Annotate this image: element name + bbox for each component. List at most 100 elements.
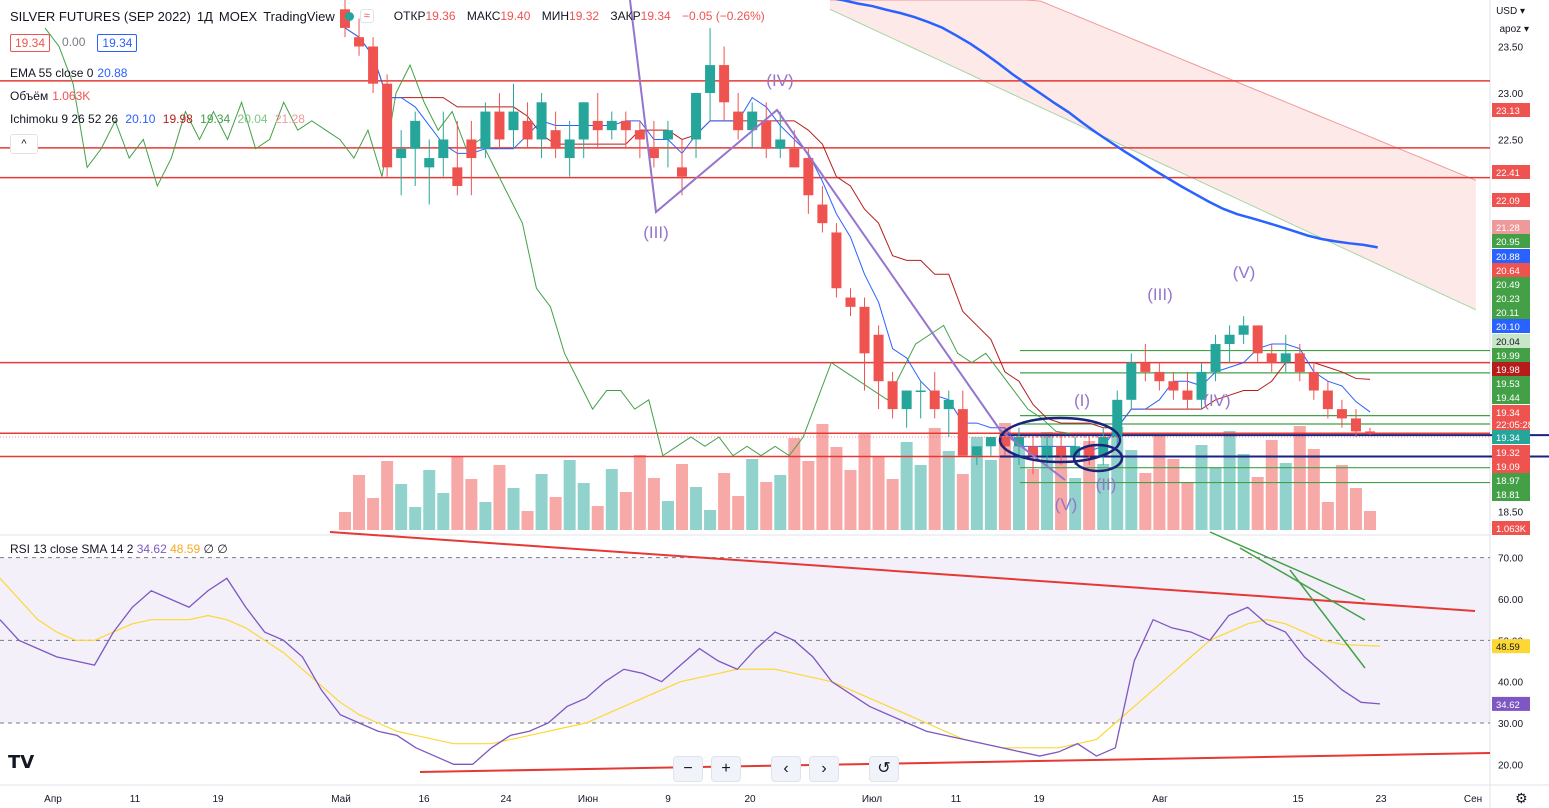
candle-body	[1210, 344, 1221, 372]
rsi-legend[interactable]: RSI 13 close SMA 14 2 34.62 48.59 ∅ ∅	[10, 542, 228, 556]
candle-body	[1042, 446, 1053, 456]
candle	[1126, 353, 1137, 410]
candle-body	[438, 139, 449, 159]
bid-price-button[interactable]: 19.34	[10, 34, 51, 52]
candle	[354, 18, 365, 56]
chikou-line	[44, 27, 1071, 457]
source-label: TradingView	[263, 8, 335, 24]
candle	[1252, 325, 1263, 363]
candle	[1140, 344, 1151, 382]
volume-bar	[451, 456, 464, 530]
compare-icon[interactable]: ≈	[359, 9, 374, 23]
gear-icon[interactable]: ⚙	[1515, 790, 1528, 806]
wave-label: (V)	[1233, 263, 1256, 282]
candle-body	[1252, 325, 1263, 354]
candle	[1210, 334, 1221, 382]
candle	[957, 390, 968, 456]
axis-price-label: 22.09	[1492, 193, 1530, 207]
axis-label-text: 20.88	[1496, 252, 1520, 263]
axis-label-text: 20.04	[1496, 337, 1520, 348]
candle-body	[1028, 446, 1039, 456]
candle-body	[452, 167, 463, 186]
price-tick-label: 22.50	[1498, 135, 1523, 146]
axis-label-bg	[1492, 319, 1530, 333]
cloud-fill	[830, 0, 1476, 310]
candle	[480, 102, 491, 159]
zoom-out-button[interactable]: −	[673, 756, 703, 782]
collapse-legend-button[interactable]: ^	[10, 134, 38, 154]
wave-label: (IV)	[1203, 391, 1230, 410]
candle-body	[368, 46, 379, 84]
volume-legend[interactable]: Объём 1.063K	[10, 89, 91, 103]
axis-label-text: 21.28	[1496, 223, 1520, 234]
candle	[1168, 371, 1179, 400]
rsi-trendline-upper	[329, 531, 1476, 612]
axis-label-text: 19.32	[1496, 448, 1520, 459]
zoom-in-button[interactable]: +	[711, 756, 741, 782]
candle-body	[705, 65, 716, 93]
volume-bar	[970, 437, 983, 530]
candle-body	[1322, 390, 1333, 410]
ichimoku-legend[interactable]: Ichimoku 9 26 52 26 20.10 19.98 19.34 20…	[10, 112, 305, 126]
candle-body	[719, 65, 730, 103]
volume-bar	[647, 478, 660, 530]
volume-bar	[1209, 468, 1222, 530]
axis-label-bg	[1492, 193, 1530, 207]
order-price-boxes: 19.34 0.00 19.34	[10, 34, 138, 52]
axis-label-text: 20.49	[1496, 280, 1520, 291]
time-tick-label: Апр	[44, 794, 62, 805]
candle-body	[1168, 381, 1179, 391]
volume-bar	[942, 451, 955, 530]
volume-bar	[409, 507, 422, 530]
candle	[1013, 427, 1024, 465]
candle	[859, 297, 870, 391]
axis-label-text: 20.10	[1496, 322, 1520, 333]
price-tick-label: 23.00	[1498, 89, 1523, 100]
volume-bar	[788, 438, 801, 530]
scroll-left-button[interactable]: ‹	[771, 756, 801, 782]
volume-bar	[423, 470, 436, 530]
ema-legend[interactable]: EMA 55 close 0 20.88	[10, 66, 128, 80]
candle	[452, 120, 463, 196]
axis-label-bg	[1492, 263, 1530, 277]
volume-bar	[507, 488, 520, 530]
time-tick-label: Июн	[578, 794, 598, 805]
candle	[915, 381, 926, 419]
rsi-fan-line	[1239, 547, 1366, 621]
scroll-right-button[interactable]: ›	[809, 756, 839, 782]
candle	[578, 102, 589, 159]
volume-bar	[479, 502, 492, 530]
candle	[522, 102, 533, 149]
candle	[775, 111, 786, 159]
volume-bar	[928, 428, 941, 530]
candle	[592, 92, 603, 149]
candle-body	[662, 130, 673, 140]
candle	[466, 120, 477, 196]
ema-55-line	[834, 0, 1378, 249]
candle	[634, 120, 645, 159]
volume-bar	[1307, 449, 1320, 530]
candle-body	[410, 120, 421, 149]
candle	[845, 288, 856, 317]
reset-chart-button[interactable]: ↺	[869, 756, 899, 782]
candle	[1056, 437, 1067, 465]
candle	[1365, 427, 1375, 436]
volume-bar	[732, 496, 745, 530]
candle-body	[620, 120, 631, 131]
interval-label[interactable]: 1Д	[196, 8, 213, 24]
rsi-sma-line	[0, 577, 1381, 749]
candle-body	[1182, 390, 1193, 400]
candle	[1238, 316, 1249, 345]
candle-body	[606, 120, 617, 131]
wave-label: (V)	[1055, 495, 1078, 514]
currency-selector[interactable]: USD ▾	[1496, 6, 1525, 17]
ask-price-button[interactable]: 19.34	[97, 34, 138, 52]
axis-label-bg	[1492, 234, 1530, 248]
volume-bar	[1279, 463, 1292, 530]
candle-body	[691, 92, 702, 140]
scale-mode-selector[interactable]: apoz ▾	[1499, 24, 1530, 35]
candle-body	[1196, 371, 1207, 400]
candle-body	[733, 111, 744, 131]
symbol-title[interactable]: SILVER FUTURES (SEP 2022)	[10, 8, 191, 24]
